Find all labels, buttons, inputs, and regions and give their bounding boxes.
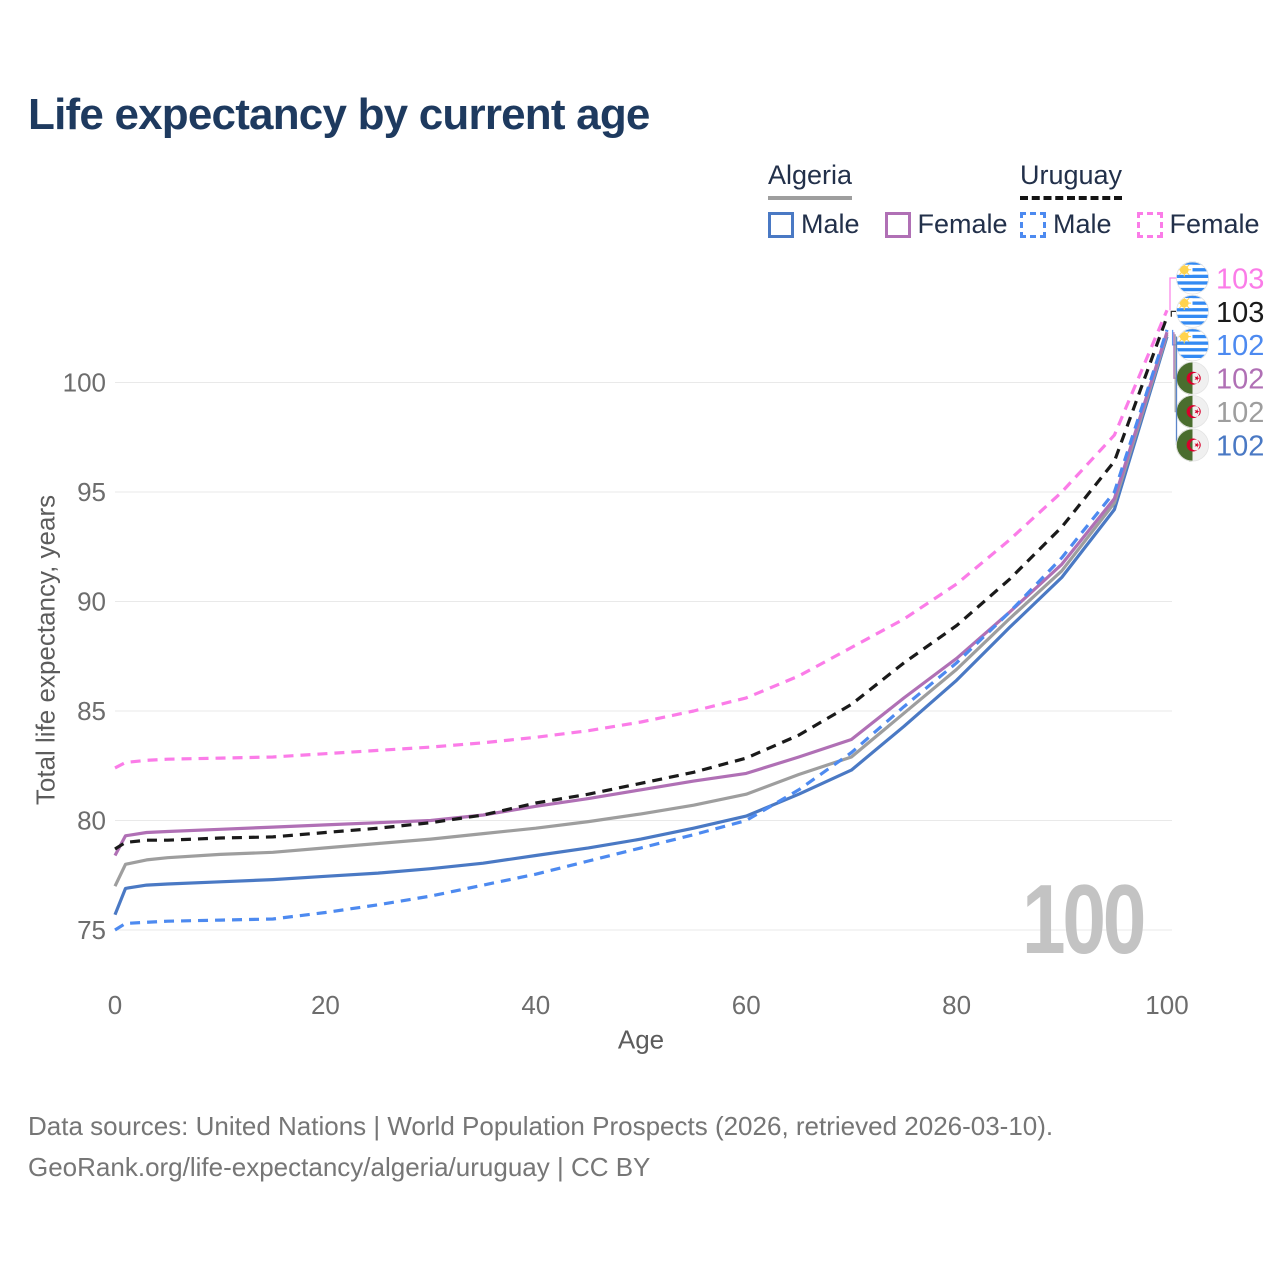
legend-item-label: Male (1053, 209, 1112, 239)
uruguay-flag-icon (1176, 262, 1209, 295)
uruguay-female-line-swatch-icon (1136, 211, 1163, 238)
legend-item-algeria-male[interactable]: Male (768, 209, 860, 240)
algeria-flag-icon (1176, 429, 1209, 462)
y-tick-label: 80 (77, 806, 106, 836)
x-tick-label: 60 (732, 990, 761, 1020)
series-lines (113, 309, 1169, 932)
end-value-label: 103 (1216, 297, 1264, 329)
end-value-label: 102 (1216, 364, 1264, 396)
legend-item-label: Female (917, 209, 1008, 239)
algeria-male-line-swatch-icon (768, 211, 794, 238)
y-tick-label: 90 (77, 587, 106, 617)
x-tick-label: 100 (1145, 990, 1188, 1020)
uruguay-flag-icon (1176, 295, 1209, 328)
x-tick-label: 0 (108, 990, 122, 1020)
end-label-connector (1169, 277, 1176, 311)
y-tick-label: 95 (77, 477, 106, 507)
legend-items-algeria: Male Female (768, 209, 1008, 240)
uruguay-male-line-swatch-icon (1020, 211, 1046, 238)
page-title: Life expectancy by current age (28, 90, 650, 139)
age-indicator-watermark: 100 (1022, 864, 1146, 974)
legend-item-algeria-female[interactable]: Female (884, 209, 1008, 240)
legend-group-uruguay: Uruguay Male Female (1020, 160, 1260, 240)
uruguay-flag-icon (1176, 328, 1209, 361)
legend-item-uruguay-female[interactable]: Female (1136, 209, 1260, 240)
end-value-label: 102 (1216, 330, 1264, 362)
x-tick-label: 80 (942, 990, 971, 1020)
series-line-uruguay-total (114, 316, 1169, 851)
y-tick-label: 75 (77, 915, 106, 945)
algeria-flag-icon (1176, 395, 1209, 428)
end-label-connector (1174, 334, 1176, 413)
series-line-uruguay-male (114, 329, 1169, 932)
algeria-female-line-swatch-icon (884, 211, 911, 238)
gridlines (115, 382, 1172, 931)
legend-group-algeria: Algeria Male Female (768, 160, 1008, 240)
end-label-connector (1170, 310, 1176, 317)
legend-country-uruguay[interactable]: Uruguay (1020, 160, 1123, 200)
y-tick-label: 100 (63, 368, 106, 398)
x-axis-label: Age (617, 1024, 665, 1055)
axis-tick-labels: 75 80 85 90 95 100 0 20 40 60 80 100 (63, 368, 1189, 1020)
y-axis-label: Total life expectancy, years (30, 494, 61, 806)
x-tick-label: 40 (521, 990, 550, 1020)
series-line-algeria-male (113, 336, 1169, 916)
footer: Data sources: United Nations | World Pop… (28, 1106, 1053, 1188)
end-value-label: 103 (1216, 263, 1264, 295)
x-tick-label: 20 (311, 990, 340, 1020)
end-label-connector (1175, 336, 1178, 446)
legend-items-uruguay: Male Female (1020, 209, 1260, 240)
end-value-label: 102 (1216, 430, 1264, 462)
y-tick-label: 85 (77, 696, 106, 726)
legend-country-algeria[interactable]: Algeria (768, 160, 853, 200)
series-line-algeria-female (113, 331, 1169, 857)
legend-item-uruguay-male[interactable]: Male (1020, 209, 1112, 240)
series-line-uruguay-female (114, 309, 1169, 770)
algeria-flag-icon (1176, 362, 1209, 395)
legend-item-label: Male (801, 209, 860, 239)
legend-item-label: Female (1169, 209, 1260, 239)
attribution-note: GeoRank.org/life-expectancy/algeria/urug… (28, 1152, 651, 1182)
series-line-algeria-total (113, 333, 1169, 887)
end-value-label: 102 (1216, 397, 1264, 429)
data-sources-note: Data sources: United Nations | World Pop… (28, 1111, 1054, 1141)
